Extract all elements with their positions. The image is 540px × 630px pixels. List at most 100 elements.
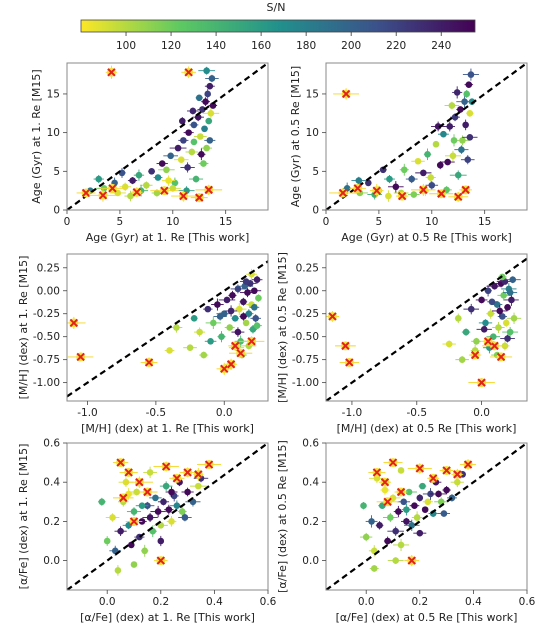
outlier-cross-mark (204, 185, 213, 195)
y-tick-label: -0.75 (292, 354, 319, 366)
data-point (509, 276, 517, 284)
data-point (413, 514, 421, 521)
y-tick-label: 0.25 (37, 262, 60, 274)
data-point (387, 514, 394, 521)
data-point (499, 313, 506, 320)
outlier-cross-mark (230, 341, 240, 351)
data-point (450, 137, 458, 144)
data-point (487, 310, 494, 318)
data-point (440, 130, 447, 138)
outlier-cross-mark (135, 477, 144, 487)
data-point (143, 181, 150, 189)
data-point (424, 150, 431, 158)
data-point (493, 301, 501, 308)
data-point (252, 315, 259, 322)
x-tick-label: 0 (64, 216, 71, 228)
outlier-cross-mark (107, 68, 116, 77)
x-tick-label: -0.5 (146, 407, 167, 419)
outlier-cross-mark (453, 470, 462, 479)
data-point (435, 490, 442, 498)
data-point (421, 506, 429, 513)
data-point (400, 166, 408, 174)
data-point (177, 156, 185, 164)
colorbar-ticks: 100 120 140 160 180 200 220 240 (116, 32, 451, 52)
data-point (251, 287, 258, 295)
data-point (169, 185, 177, 192)
y-axis-label: [M/H] (dex) at 1. Re [M15] (17, 256, 30, 400)
data-point (168, 488, 175, 496)
panel-age-05re: 0 5 10 15 0 5 10 15 Age (Gyr) at 0.5 Re [This wo… (289, 62, 528, 244)
panel-age-1re: 0 5 10 15 0 5 10 15 Age (Gyr) at 1. Re [This wor… (30, 62, 269, 244)
outlier-cross-mark (396, 487, 406, 497)
data-point (209, 102, 217, 109)
y-tick-label: -1.00 (33, 377, 60, 389)
y-tick-label: 0.2 (43, 516, 60, 528)
x-tick-label: 0.0 (358, 596, 375, 608)
x-tick-label: 15 (478, 216, 491, 228)
data-point (130, 561, 138, 568)
outlier-cross-mark (220, 364, 229, 374)
x-axis-label: [α/Fe] (dex) at 0.5 Re [This work] (336, 611, 518, 624)
data-point (202, 98, 209, 105)
data-point (495, 324, 502, 331)
data-point (464, 156, 472, 164)
outlier-cross-mark (76, 352, 85, 362)
data-point (395, 508, 402, 515)
y-tick-label: -0.75 (33, 354, 60, 366)
axes-frame (325, 253, 528, 402)
data-point (502, 319, 510, 327)
data-point (203, 144, 210, 152)
x-axis-label: [α/Fe] (dex) at 1. Re [This work] (80, 611, 255, 624)
data-point (121, 183, 129, 191)
axes-frame (66, 253, 269, 402)
data-point (510, 315, 518, 322)
x-tick-label: 0.6 (519, 596, 536, 608)
data-point (234, 328, 242, 336)
data-point (185, 129, 192, 136)
y-tick-label: 0 (312, 205, 319, 217)
outlier-cross-mark (116, 458, 125, 467)
x-axis-label: Age (Gyr) at 1. Re [This work] (86, 231, 250, 244)
data-point (206, 82, 214, 90)
plot-content (326, 443, 527, 590)
data-point (466, 133, 474, 141)
data-point (208, 75, 216, 82)
outlier-cross-mark (415, 464, 425, 473)
data-point (206, 137, 214, 144)
data-point (436, 161, 444, 169)
data-point (384, 537, 391, 545)
data-point (198, 150, 205, 158)
data-point (127, 192, 134, 200)
plot-content (326, 63, 527, 210)
outlier-cross-mark (108, 184, 117, 193)
x-tick-label: 0.2 (152, 596, 169, 608)
outlier-cross-mark (183, 468, 192, 477)
outlier-cross-mark (247, 337, 256, 346)
outlier-cross-mark (144, 358, 154, 367)
y-tick-label: 0.00 (37, 285, 60, 297)
data-point (157, 537, 165, 545)
outlier-cross-mark (194, 470, 203, 479)
outlier-cross-mark (195, 193, 204, 202)
data-point (462, 328, 470, 336)
panel-mh-05re: -1.0 -0.5 0.0 -1.00 -0.75 -0.50 -0.25 0.00 0.25 [… (276, 252, 528, 435)
data-point (454, 315, 462, 322)
outlier-cross-mark (184, 68, 193, 77)
data-point (184, 164, 191, 171)
data-point (461, 98, 468, 105)
data-point (200, 160, 207, 167)
data-point (173, 502, 181, 510)
data-point (446, 123, 454, 130)
data-point (244, 289, 251, 296)
outlier-cross-mark (490, 341, 499, 351)
data-point (196, 133, 204, 140)
x-tick-label: 0 (323, 216, 330, 228)
data-point (196, 328, 203, 336)
data-point (381, 486, 389, 494)
data-point (165, 506, 173, 513)
data-point (251, 303, 258, 311)
data-point (400, 498, 408, 506)
data-point (462, 121, 469, 129)
y-tick-label: 10 (47, 127, 60, 139)
y-tick-label: 0.25 (296, 262, 319, 274)
